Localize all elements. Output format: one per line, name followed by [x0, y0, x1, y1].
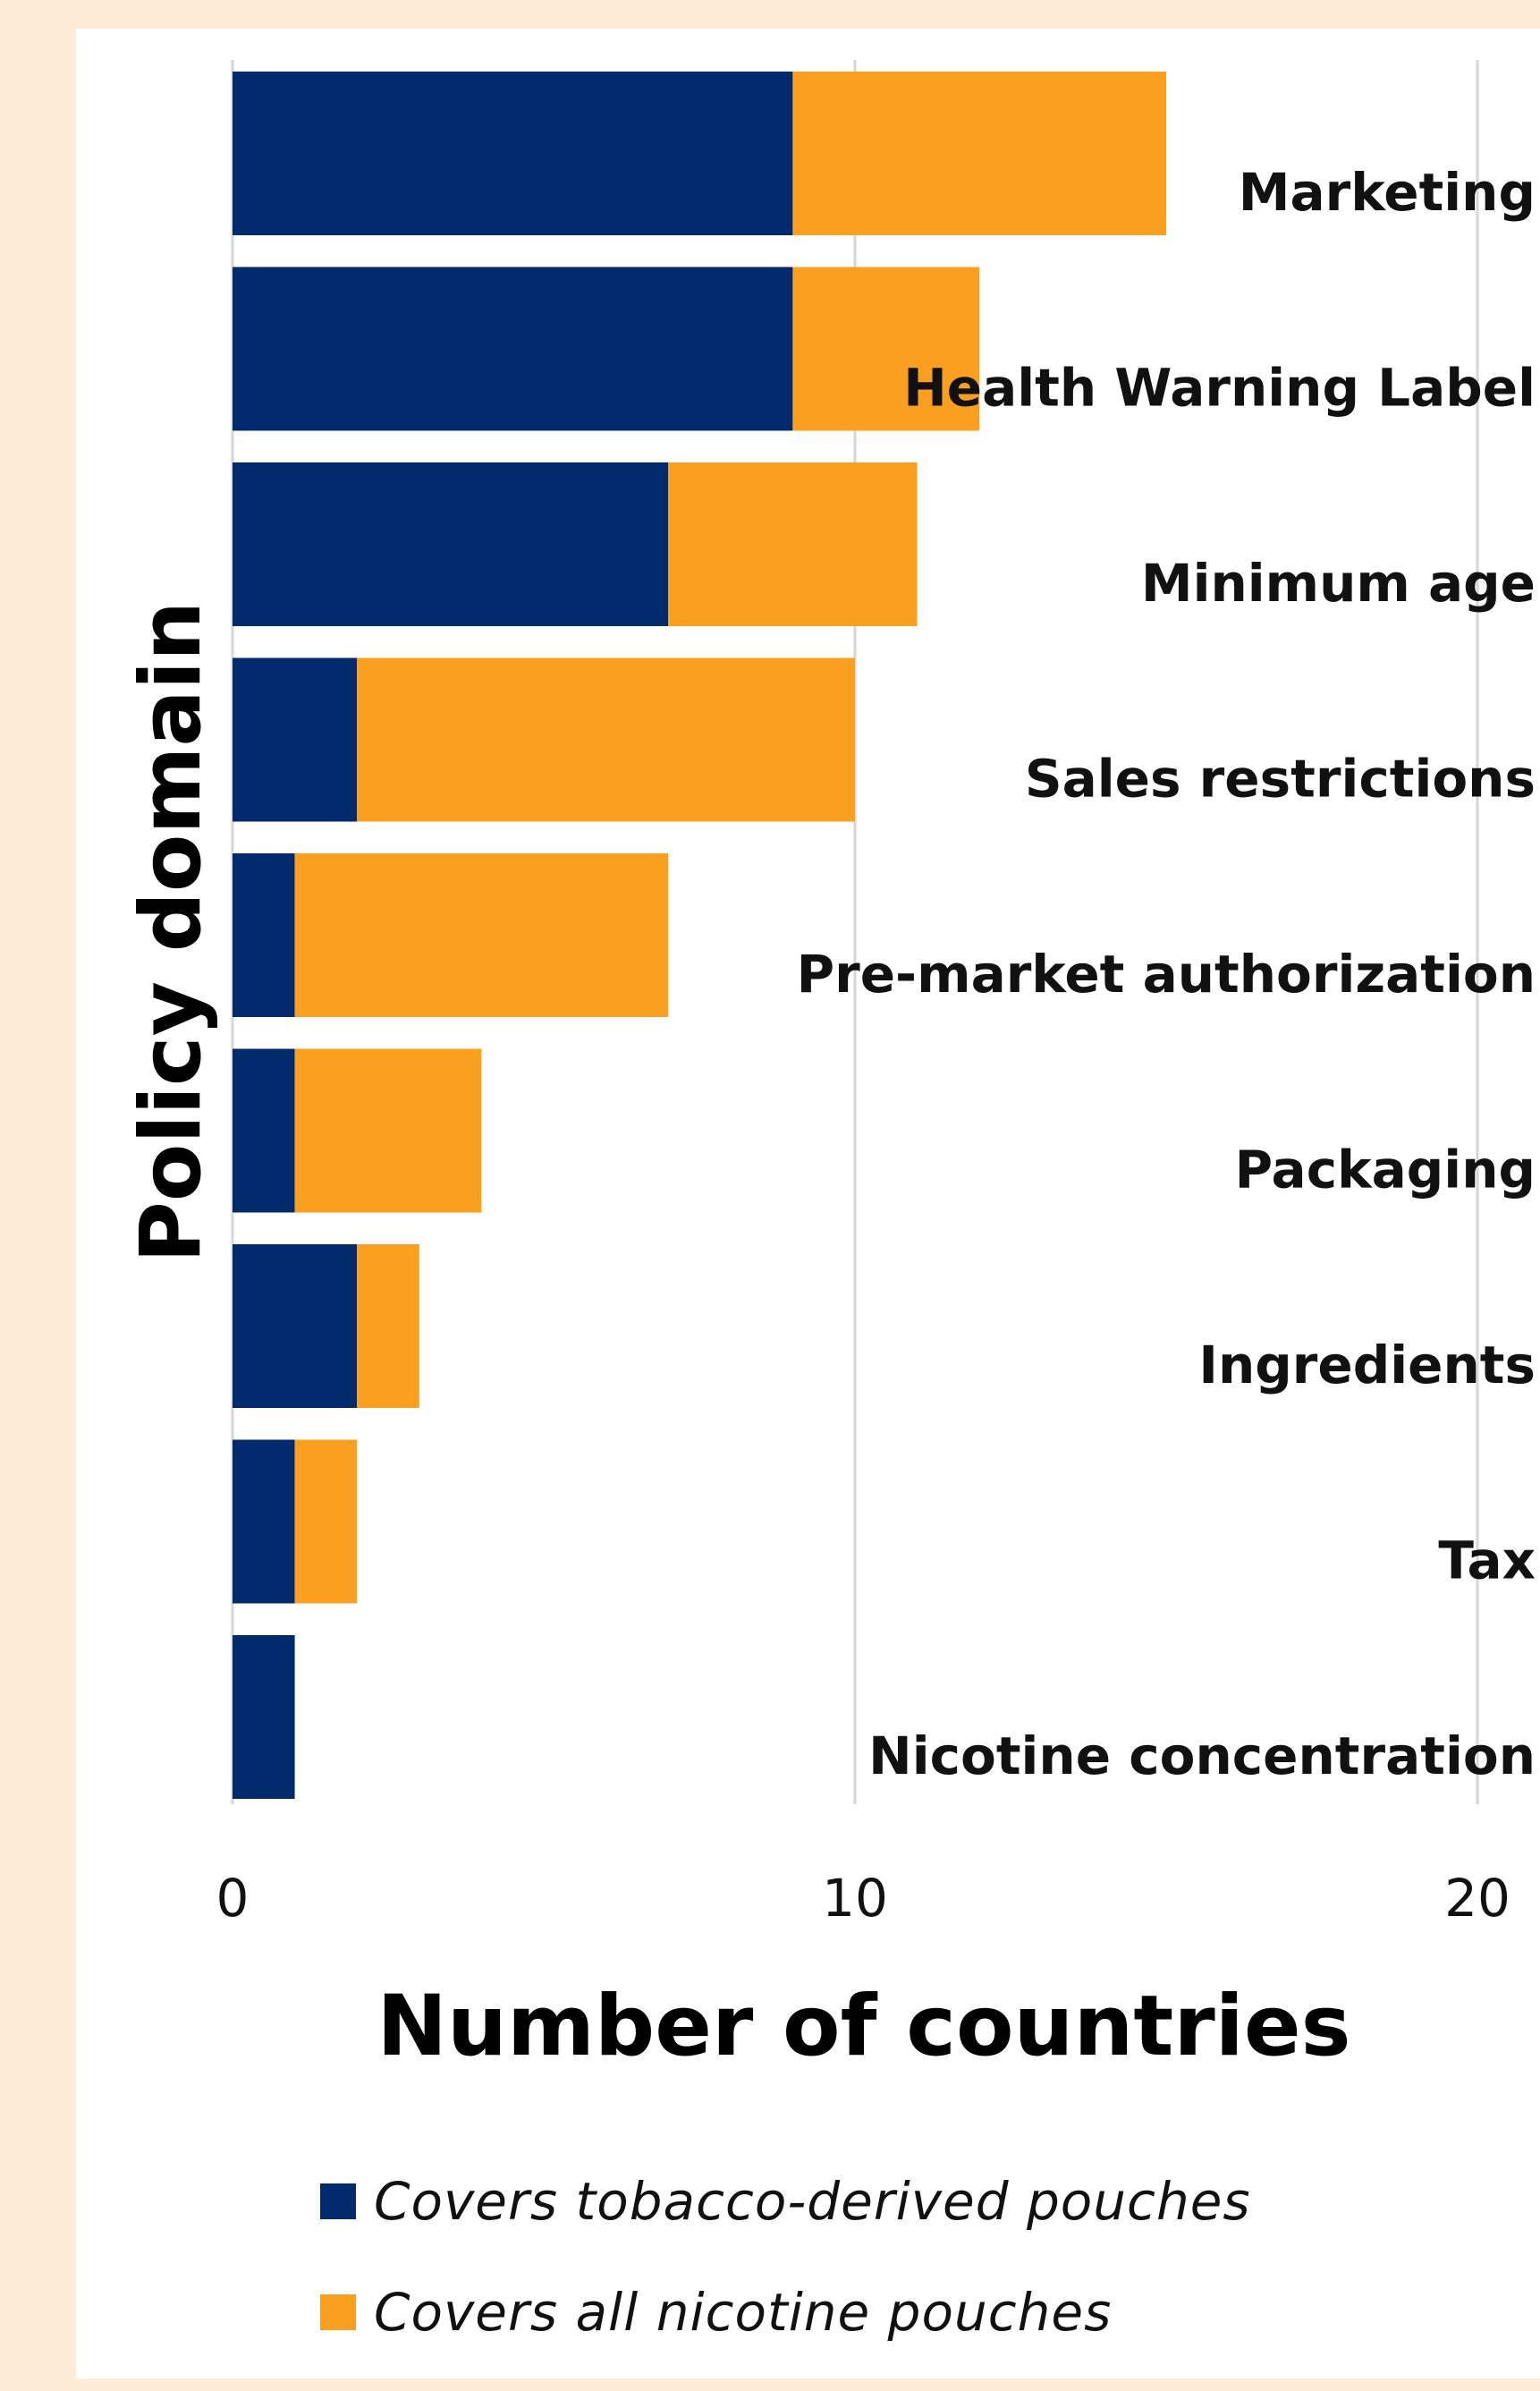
chart: Marketing Health Warning Label Minimum age…: [123, 60, 1536, 2075]
bar-tobacco-derived: [233, 1635, 295, 1799]
legend-label-all-pouches: Covers all nicotine pouches: [374, 2282, 1113, 2343]
x-tick-label: 20: [1444, 1868, 1510, 1929]
legend: Covers tobacco-derived pouches Covers al…: [320, 2169, 1251, 2391]
category-label: Pre-market authorization: [797, 944, 1536, 1005]
category-label: Tax: [1438, 1530, 1536, 1591]
category-label: Packaging: [1235, 1140, 1536, 1200]
y-axis-title: Policy domain: [123, 601, 220, 1263]
legend-label-tobacco-derived: Covers tobacco-derived pouches: [374, 2171, 1251, 2232]
bar-all-pouches: [668, 462, 918, 626]
category-label: Sales restrictions: [1025, 749, 1536, 810]
bar-tobacco-derived: [233, 1439, 295, 1604]
bar-all-pouches: [792, 72, 1166, 235]
x-axis-title: Number of countries: [377, 1978, 1350, 2075]
bar-all-pouches: [357, 1244, 419, 1408]
bar-tobacco-derived: [233, 462, 669, 626]
bar-all-pouches: [294, 1439, 358, 1604]
bar-tobacco-derived: [233, 72, 793, 235]
category-label: Minimum age: [1141, 553, 1536, 614]
bar-all-pouches: [792, 267, 980, 431]
bar-tobacco-derived: [233, 267, 793, 431]
x-tick-label: 10: [822, 1868, 888, 1929]
bar-all-pouches: [294, 1048, 482, 1213]
category-label: Nicotine concentration: [868, 1725, 1536, 1786]
bar-tobacco-derived: [233, 853, 295, 1017]
bar-tobacco-derived: [233, 1244, 358, 1408]
bar-all-pouches: [357, 657, 855, 822]
category-label: Health Warning Label: [903, 358, 1536, 419]
bar-tobacco-derived: [233, 1048, 295, 1213]
category-label: Marketing: [1239, 162, 1536, 223]
legend-item-all-pouches: Covers all nicotine pouches: [320, 2280, 1251, 2344]
legend-swatch-all-pouches: [320, 2294, 356, 2330]
x-tick-label: 0: [216, 1868, 250, 1929]
bar-tobacco-derived: [233, 657, 358, 822]
bar-all-pouches: [294, 853, 669, 1017]
legend-swatch-tobacco-derived: [320, 2183, 356, 2219]
category-label: Ingredients: [1198, 1335, 1536, 1395]
legend-item-tobacco-derived: Covers tobacco-derived pouches: [320, 2169, 1251, 2234]
chart-panel: Marketing Health Warning Label Minimum age…: [76, 29, 1540, 2378]
